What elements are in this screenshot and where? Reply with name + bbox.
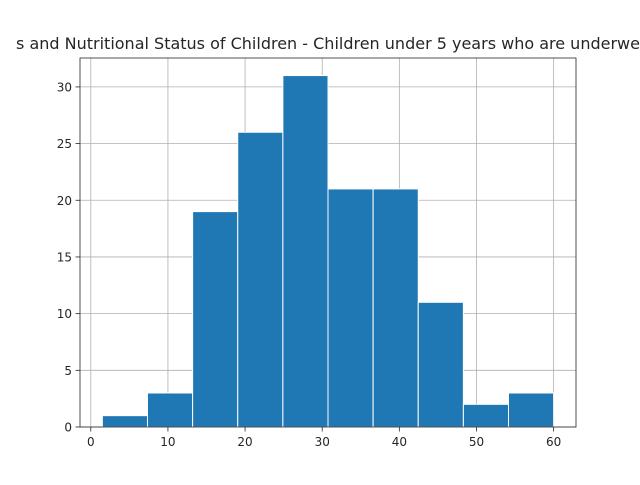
y-tick-label: 30 — [57, 80, 72, 94]
histogram-bar — [372, 188, 419, 428]
x-tick-label: 50 — [469, 435, 484, 449]
bars — [101, 75, 555, 428]
x-tick-label: 40 — [392, 435, 407, 449]
histogram-bar — [237, 131, 284, 428]
x-tick-label: 0 — [87, 435, 95, 449]
x-axis: 0 10 20 30 40 50 60 — [87, 427, 561, 449]
y-tick-label: 10 — [57, 307, 72, 321]
histogram-bar — [508, 392, 555, 428]
histogram-bar — [462, 403, 510, 428]
histogram-bar — [192, 211, 239, 428]
y-tick-label: 0 — [64, 421, 72, 435]
x-tick-label: 20 — [237, 435, 252, 449]
y-tick-label: 15 — [57, 250, 72, 264]
y-tick-label: 20 — [57, 194, 72, 208]
x-tick-label: 60 — [546, 435, 561, 449]
y-axis: 0 5 10 15 20 25 30 — [57, 80, 80, 435]
histogram-bar — [417, 301, 464, 428]
y-tick-label: 5 — [64, 364, 72, 378]
histogram-bar — [146, 392, 194, 428]
x-tick-label: 10 — [160, 435, 175, 449]
x-tick-label: 30 — [315, 435, 330, 449]
y-tick-label: 25 — [57, 137, 72, 151]
chart-title: s and Nutritional Status of Children - C… — [16, 34, 640, 53]
histogram-bar — [101, 415, 148, 428]
histogram-bar — [327, 188, 374, 428]
histogram-bar — [282, 75, 329, 428]
plot-frame — [79, 57, 577, 428]
